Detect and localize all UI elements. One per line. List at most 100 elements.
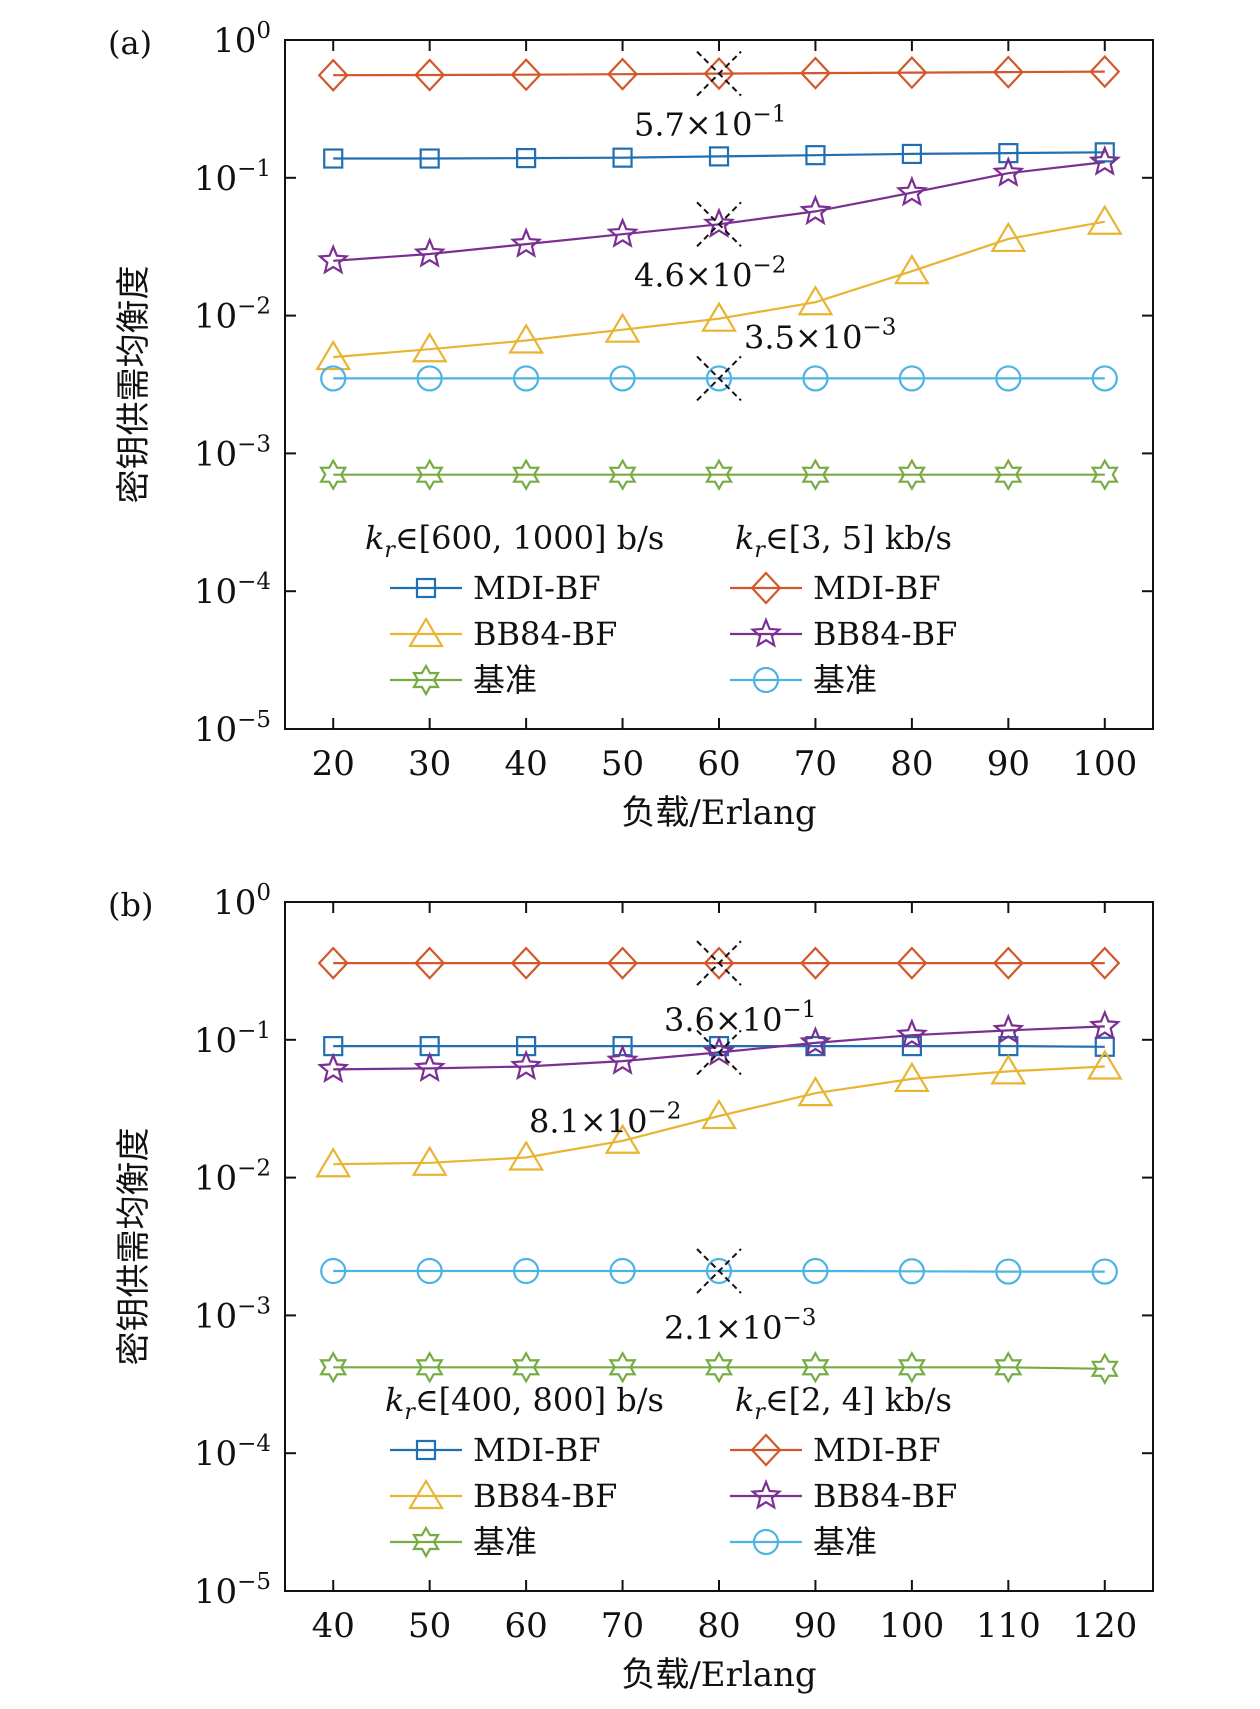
legend-item: MDI-BF [390,569,601,607]
series-group [315,54,1123,491]
marker-star6 [897,1351,926,1384]
annotation-mantissa: 3.5×10 [744,318,862,356]
series-star6 [319,1351,1119,1386]
y-tick-label: 10−5 [194,707,271,750]
annotation-exponent: −3 [862,314,896,340]
marker-square [612,1036,633,1057]
annotation-label: 4.6×10−2 [634,252,786,294]
marker-triangle [797,285,834,316]
x-tick-label: 60 [697,744,740,784]
y-tick-label: 10−3 [194,431,271,474]
marker-diamond [1089,54,1121,89]
x-tick-label: 70 [794,744,837,784]
series-square [323,142,1115,169]
marker-star6 [704,458,734,491]
annotation-exponent: −1 [782,997,816,1023]
marker-star6 [1090,1352,1119,1386]
series-line [333,151,1105,160]
marker-star5 [749,617,783,648]
marker-circle [802,1257,829,1285]
marker-star6 [704,1351,734,1384]
marker-circle [609,365,636,392]
marker-star5 [510,1049,543,1081]
tick-base: 10 [194,297,237,337]
marker-circle [802,365,829,392]
marker-star6 [415,458,444,491]
legend-header-var: k [385,1381,404,1419]
annotation-label: 3.5×10−3 [744,314,896,356]
tick-base: 10 [213,883,256,923]
marker-star6 [319,1351,348,1384]
annotation-exponent: −2 [752,252,786,278]
tick-base: 10 [194,1296,237,1336]
legend-header-var: k [365,519,384,557]
marker-star6 [994,458,1023,491]
x-tick-label: 40 [312,1606,355,1646]
legend-header-var: k [735,1381,754,1419]
tick-exponent: −4 [237,1431,271,1457]
tick-base: 10 [194,1021,237,1061]
marker-circle [705,365,733,392]
marker-star6 [1090,458,1119,491]
marker-circle [1091,1258,1118,1285]
legend-header-sub: r [404,1400,416,1425]
tick-base: 10 [194,159,237,199]
series-triangle [315,204,1123,371]
y-tick-label: 10−1 [194,1018,271,1061]
marker-star5 [413,237,446,268]
marker-star6 [411,663,441,697]
marker-circle [705,1257,733,1285]
tick-exponent: −1 [237,1018,271,1044]
tick-exponent: −3 [237,1293,271,1319]
marker-star5 [895,1018,928,1049]
legend-header: kr∈[3, 5] kb/s [735,519,952,563]
legend: kr∈[400, 800] b/s kr∈[2, 4] kb/sMDI-BFBB8… [385,1381,957,1561]
marker-triangle [701,1098,737,1130]
marker-square [323,148,344,169]
tick-base: 10 [194,434,237,474]
annotation-mantissa: 2.1×10 [664,1309,782,1347]
marker-star5 [1088,145,1121,176]
legend-item: 基准 [390,1523,537,1561]
x-tick-label: 100 [879,1606,944,1646]
marker-diamond [896,55,928,90]
annotation-cross [696,355,742,402]
marker-star5 [702,207,736,238]
marker-triangle [701,301,737,332]
marker-diamond [414,946,446,980]
legend-header: kr∈[400, 800] b/s [385,1381,664,1425]
annotation-cross [696,1248,742,1294]
panel-label: (b) [108,886,153,924]
tick-exponent: −5 [237,707,271,733]
y-tick-label: 10−4 [194,1431,271,1474]
legend-label: BB84-BF [813,615,957,653]
marker-diamond [414,58,446,92]
legend-label: 基准 [473,661,537,699]
marker-square [415,577,437,599]
legend-label: 基准 [813,1523,877,1561]
x-axis: 20 30 40 50 60 70 80 90 100 [312,40,1137,784]
marker-star6 [897,458,926,491]
marker-star5 [317,1052,350,1084]
x-tick-label: 120 [1072,1606,1137,1646]
annotation-exponent: −2 [647,1098,681,1124]
annotation-label: 5.7×10−1 [634,102,786,144]
marker-triangle [315,1147,352,1178]
marker-circle [752,1528,780,1556]
series-line [333,1366,1105,1370]
marker-diamond [510,946,542,980]
marker-star5 [1088,1009,1121,1041]
marker-circle [320,1257,347,1285]
legend-label: BB84-BF [473,615,617,653]
tick-exponent: −2 [237,294,271,320]
y-tick-label: 10−2 [194,294,271,337]
marker-triangle [604,1123,641,1154]
marker-circle [898,365,925,392]
marker-triangle [411,332,448,363]
annotation-label: 8.1×10−2 [529,1098,681,1140]
marker-diamond [992,55,1024,89]
legend-header-range: ∈[600, 1000] b/s [395,519,664,557]
legend-item: BB84-BF [390,1477,617,1515]
